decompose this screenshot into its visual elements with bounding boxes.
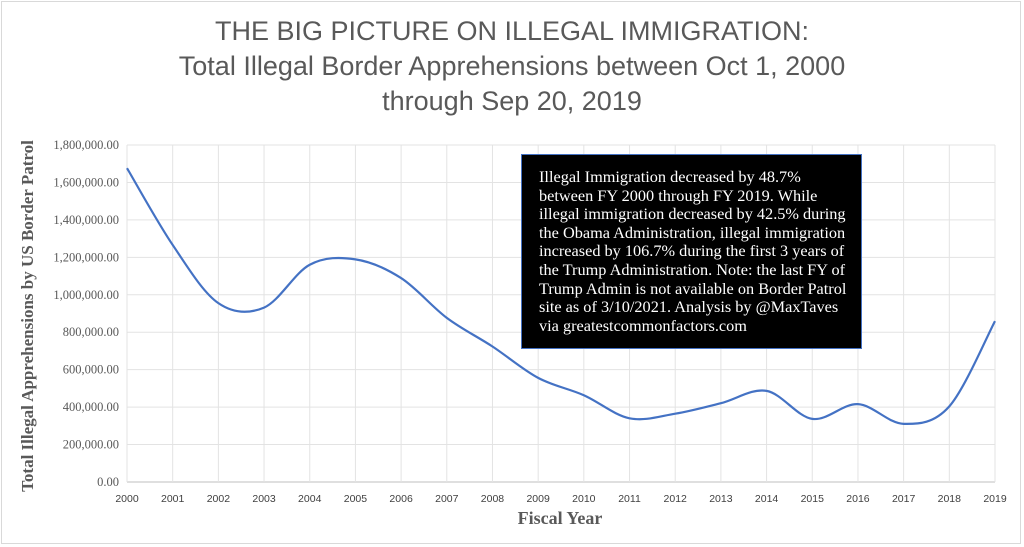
- x-tick-label: 2015: [801, 493, 825, 505]
- x-axis-label: Fiscal Year: [517, 508, 603, 528]
- chart-title: THE BIG PICTURE ON ILLEGAL IMMIGRATION: …: [0, 14, 1024, 119]
- y-tick-label: 0.00: [97, 475, 119, 489]
- title-line-2: Total Illegal Border Apprehensions betwe…: [178, 51, 846, 81]
- x-tick-label: 2006: [389, 493, 413, 505]
- y-tick-label: 1,200,000.00: [53, 250, 119, 264]
- x-tick-label: 2004: [298, 493, 322, 505]
- y-tick-label: 200,000.00: [63, 438, 119, 452]
- x-tick-label: 2003: [252, 493, 276, 505]
- x-tick-label: 2018: [938, 493, 962, 505]
- title-line-1: THE BIG PICTURE ON ILLEGAL IMMIGRATION:: [214, 16, 810, 46]
- x-tick-label: 2009: [526, 493, 550, 505]
- y-tick-label: 1,000,000.00: [53, 288, 119, 302]
- x-tick-label: 2017: [892, 493, 916, 505]
- annotation-box: Illegal Immigration decreased by 48.7% b…: [521, 154, 862, 349]
- y-tick-label: 400,000.00: [63, 400, 119, 414]
- x-tick-label: 2008: [481, 493, 505, 505]
- x-tick-label: 2001: [161, 493, 185, 505]
- x-tick-label: 2019: [983, 493, 1007, 505]
- y-tick-label: 1,400,000.00: [53, 213, 119, 227]
- x-tick-label: 2014: [755, 493, 779, 505]
- y-tick-label: 600,000.00: [63, 363, 119, 377]
- x-tick-label: 2011: [618, 493, 641, 505]
- x-tick-label: 2000: [115, 493, 139, 505]
- x-tick-label: 2007: [435, 493, 459, 505]
- title-line-3: through Sep 20, 2019: [382, 86, 642, 116]
- y-tick-label: 1,800,000.00: [53, 138, 119, 152]
- x-tick-label: 2012: [664, 493, 688, 505]
- x-tick-label: 2010: [572, 493, 596, 505]
- y-tick-label: 1,600,000.00: [53, 175, 119, 189]
- y-tick-label: 800,000.00: [63, 325, 119, 339]
- x-tick-label: 2016: [846, 493, 870, 505]
- y-axis-label: Total Illegal Apprehensions by US Border…: [18, 140, 37, 492]
- x-tick-label: 2013: [709, 493, 733, 505]
- x-tick-label: 2002: [207, 493, 231, 505]
- x-tick-label: 2005: [344, 493, 368, 505]
